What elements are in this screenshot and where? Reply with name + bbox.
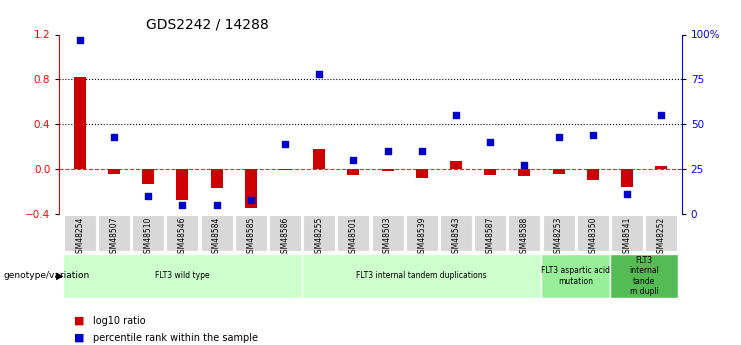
Text: GSM48543: GSM48543 xyxy=(451,217,460,258)
Point xyxy=(279,141,291,147)
Text: GSM48507: GSM48507 xyxy=(110,217,119,258)
Text: ▶: ▶ xyxy=(56,271,64,281)
Text: GSM48588: GSM48588 xyxy=(520,217,529,258)
Point xyxy=(348,157,359,163)
Point xyxy=(74,37,86,43)
Point xyxy=(553,134,565,139)
Text: GSM48350: GSM48350 xyxy=(588,217,597,258)
Bar xyxy=(416,169,428,178)
Point xyxy=(655,112,667,118)
Point xyxy=(108,134,120,139)
Text: genotype/variation: genotype/variation xyxy=(4,272,90,280)
Bar xyxy=(484,169,496,175)
Text: GSM48584: GSM48584 xyxy=(212,217,221,258)
FancyBboxPatch shape xyxy=(64,215,96,251)
Text: GSM48510: GSM48510 xyxy=(144,217,153,258)
Text: GSM48585: GSM48585 xyxy=(246,217,256,258)
Bar xyxy=(108,169,120,174)
Bar xyxy=(245,169,257,208)
Text: GSM48252: GSM48252 xyxy=(657,217,665,258)
FancyBboxPatch shape xyxy=(269,215,301,251)
Point xyxy=(450,112,462,118)
FancyBboxPatch shape xyxy=(302,254,542,298)
FancyBboxPatch shape xyxy=(98,215,130,251)
FancyBboxPatch shape xyxy=(337,215,370,251)
Text: GSM48253: GSM48253 xyxy=(554,217,563,258)
FancyBboxPatch shape xyxy=(611,215,643,251)
Text: GSM48546: GSM48546 xyxy=(178,217,187,258)
FancyBboxPatch shape xyxy=(201,215,233,251)
Point xyxy=(313,71,325,77)
FancyBboxPatch shape xyxy=(474,215,506,251)
Point xyxy=(245,197,256,202)
Bar xyxy=(313,149,325,169)
Point xyxy=(382,148,393,154)
Bar xyxy=(348,169,359,175)
Bar xyxy=(655,166,667,169)
Text: GSM48586: GSM48586 xyxy=(281,217,290,258)
Bar xyxy=(210,169,222,188)
Text: GSM48255: GSM48255 xyxy=(315,217,324,258)
Point xyxy=(587,132,599,138)
Point xyxy=(176,202,188,208)
Text: GDS2242 / 14288: GDS2242 / 14288 xyxy=(146,17,269,31)
FancyBboxPatch shape xyxy=(645,215,677,251)
FancyBboxPatch shape xyxy=(235,215,267,251)
Bar xyxy=(74,77,86,169)
Bar xyxy=(587,169,599,180)
Bar xyxy=(279,169,291,170)
Text: ■: ■ xyxy=(74,333,84,343)
Bar xyxy=(382,169,393,171)
Text: FLT3 wild type: FLT3 wild type xyxy=(155,272,210,280)
Bar xyxy=(553,169,565,174)
Text: log10 ratio: log10 ratio xyxy=(93,316,145,326)
Text: percentile rank within the sample: percentile rank within the sample xyxy=(93,333,258,343)
Point xyxy=(416,148,428,154)
Bar xyxy=(176,169,188,200)
Point xyxy=(519,163,531,168)
FancyBboxPatch shape xyxy=(406,215,438,251)
FancyBboxPatch shape xyxy=(610,254,678,298)
Text: FLT3 aspartic acid
mutation: FLT3 aspartic acid mutation xyxy=(541,266,610,286)
Point xyxy=(621,191,633,197)
Text: GSM48587: GSM48587 xyxy=(485,217,495,258)
Text: ■: ■ xyxy=(74,316,84,326)
FancyBboxPatch shape xyxy=(166,215,199,251)
Text: FLT3 internal tandem duplications: FLT3 internal tandem duplications xyxy=(356,272,487,280)
Text: GSM48501: GSM48501 xyxy=(349,217,358,258)
FancyBboxPatch shape xyxy=(63,254,302,298)
Text: GSM48503: GSM48503 xyxy=(383,217,392,258)
FancyBboxPatch shape xyxy=(542,254,610,298)
FancyBboxPatch shape xyxy=(303,215,335,251)
FancyBboxPatch shape xyxy=(542,215,575,251)
Bar xyxy=(142,169,154,184)
Text: GSM48541: GSM48541 xyxy=(622,217,631,258)
FancyBboxPatch shape xyxy=(440,215,472,251)
FancyBboxPatch shape xyxy=(508,215,540,251)
Bar xyxy=(621,169,633,187)
Text: GSM48254: GSM48254 xyxy=(76,217,84,258)
Text: FLT3
internal
tande
m dupli: FLT3 internal tande m dupli xyxy=(629,256,659,296)
FancyBboxPatch shape xyxy=(371,215,404,251)
Point xyxy=(210,202,222,208)
Bar xyxy=(450,161,462,169)
Text: GSM48539: GSM48539 xyxy=(417,217,426,258)
Bar xyxy=(519,169,531,176)
Point xyxy=(142,193,154,199)
FancyBboxPatch shape xyxy=(576,215,609,251)
Point xyxy=(485,139,496,145)
FancyBboxPatch shape xyxy=(132,215,165,251)
